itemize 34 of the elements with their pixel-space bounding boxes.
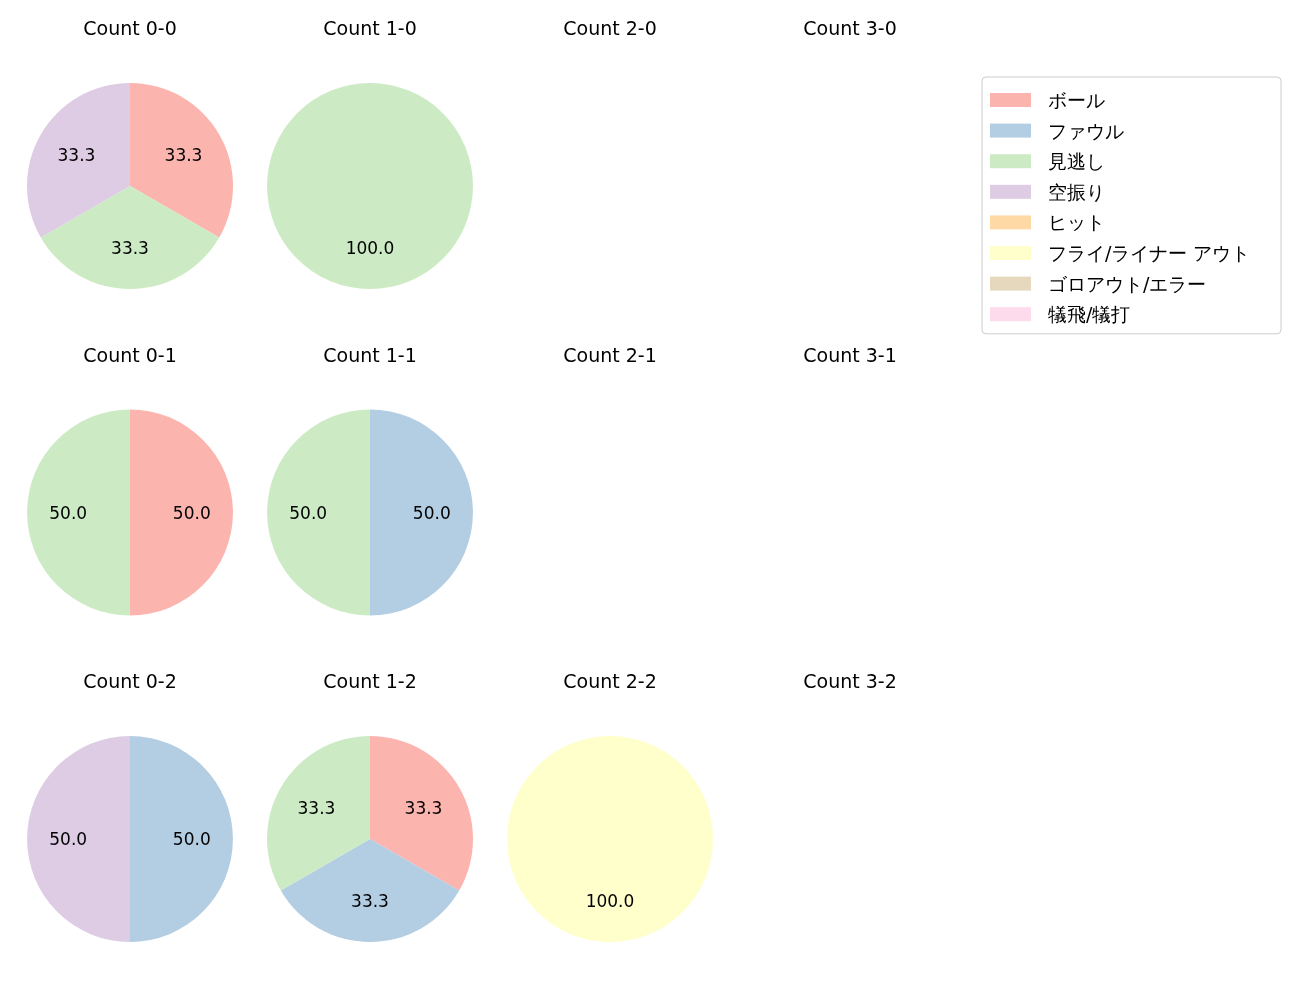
data-label: 100.0: [345, 237, 395, 258]
text: Count 3-2: [803, 670, 897, 692]
data-label: 50.0: [172, 829, 211, 849]
legend-label: ヒット: [1048, 211, 1105, 234]
chart-title: Count 0-0: [83, 17, 177, 39]
legend-label: ファウル: [1048, 119, 1124, 142]
data-label: 50.0: [49, 502, 88, 523]
chart-title: Count 1-1: [323, 343, 417, 366]
data-label: 33.3: [111, 237, 149, 258]
chart-title: Count 2-2: [563, 670, 657, 692]
chart-title: Count 1-0: [323, 17, 417, 39]
data-label: 50.0: [289, 502, 328, 523]
data-label: 100.0: [585, 890, 635, 911]
text: Count 3-1: [803, 343, 897, 366]
legend-label: 見逃し: [1048, 150, 1105, 173]
legend-label: ボール: [1048, 89, 1105, 111]
text: Count 2-0: [563, 17, 657, 39]
legend-label: ゴロアウト/エラー: [1048, 272, 1207, 295]
chart-title: Count 0-1: [83, 343, 177, 366]
data-label: 50.0: [172, 502, 211, 523]
data-label: 33.3: [297, 798, 336, 819]
data-label: 33.3: [164, 145, 203, 166]
text: Count 3-0: [803, 17, 897, 39]
legend-label: 犠飛/犠打: [1048, 303, 1131, 326]
data-label: 50.0: [412, 502, 451, 523]
chart-title: Count 1-2: [323, 670, 417, 692]
data-label: 33.3: [351, 890, 389, 911]
chart-title: Count 0-2: [83, 670, 177, 692]
data-label: 33.3: [404, 798, 443, 819]
data-label: 50.0: [49, 829, 88, 849]
data-label: 33.3: [57, 145, 96, 166]
legend-label: フライ/ライナー アウト: [1048, 242, 1251, 264]
text: Count 2-1: [563, 343, 657, 366]
legend-label: 空振り: [1048, 180, 1105, 203]
